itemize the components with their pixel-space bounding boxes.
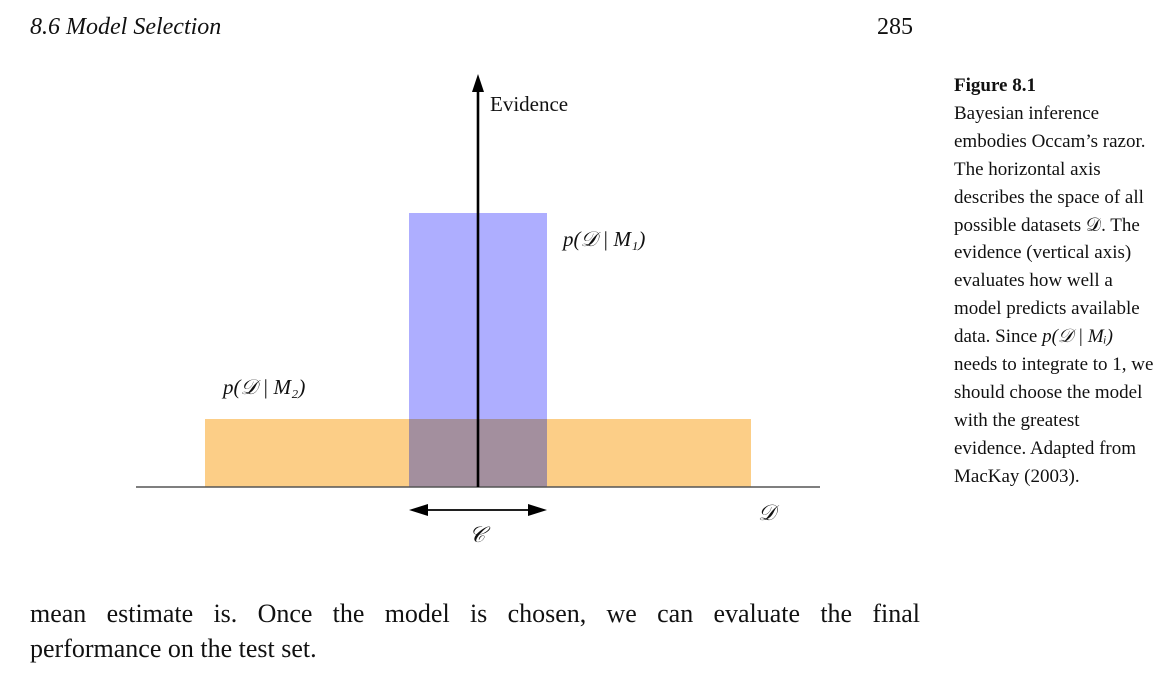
occam-razor-figure: Evidence p(𝒟 | M₁) p(𝒟 | M₂) 𝒞 𝒟 — [136, 74, 820, 547]
region-c-label: 𝒞 — [469, 522, 491, 547]
model1-label: p(𝒟 | M₁) — [561, 227, 645, 251]
figure-caption: Figure 8.1 Bayesian inference embodies Oc… — [954, 72, 1154, 491]
figure-label: Figure 8.1 — [954, 75, 1036, 96]
body-line-2: performance on the test set. — [30, 634, 317, 663]
model2-label: p(𝒟 | M₂) — [221, 375, 305, 399]
evidence-axis-arrowhead — [472, 74, 484, 92]
section-header: 8.6 Model Selection — [30, 14, 222, 40]
region-arrow-right-head — [528, 504, 547, 516]
body-paragraph: mean estimate is. Once the model is chos… — [30, 596, 920, 666]
page-number: 285 — [877, 14, 913, 40]
region-arrow-left-head — [409, 504, 428, 516]
dataset-axis-label: 𝒟 — [758, 500, 780, 525]
body-line-1: mean estimate is. Once the model is chos… — [30, 599, 920, 628]
evidence-axis-label: Evidence — [490, 92, 568, 116]
caption-text-after: needs to integrate to 1, we should choos… — [954, 354, 1154, 487]
caption-text-before: Bayesian inference embodies Occam’s razo… — [954, 102, 1146, 348]
caption-math: p(𝒟 | Mᵢ) — [1042, 326, 1113, 348]
